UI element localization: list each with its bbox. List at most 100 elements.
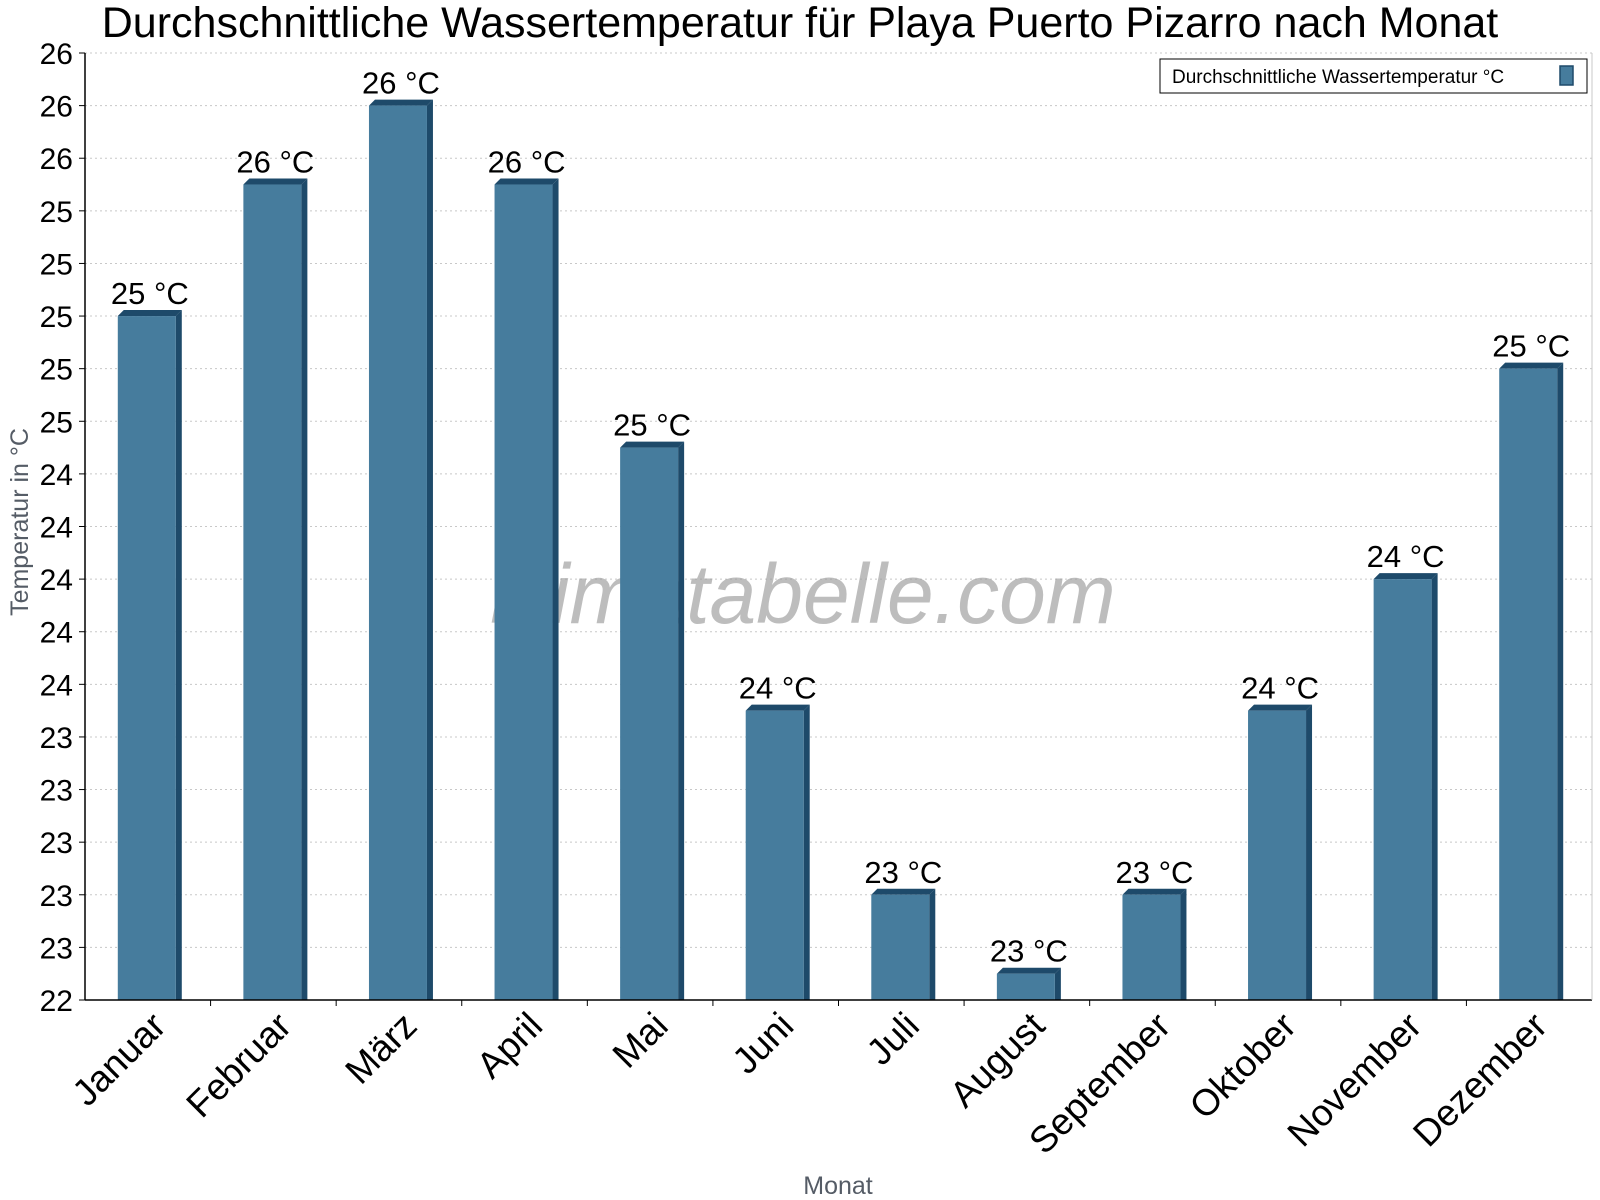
bar-top	[996, 967, 1061, 974]
bar-front	[368, 105, 427, 1001]
y-tick-label: 23	[40, 775, 73, 808]
bar-top	[1373, 573, 1438, 580]
bar-side	[1306, 704, 1313, 1000]
bar-front	[1122, 894, 1181, 1000]
x-tick-label: April	[469, 1005, 550, 1086]
legend-box	[1159, 58, 1588, 94]
bar-front	[871, 894, 930, 1000]
x-tick-label: August	[942, 1004, 1053, 1115]
y-tick-label: 22	[40, 985, 73, 1018]
bar-top	[871, 888, 936, 895]
y-tick-label: 25	[40, 406, 73, 439]
bar	[243, 178, 308, 1000]
watermark: klimatabelle.com	[490, 547, 1116, 641]
bar-top	[368, 99, 433, 106]
bar	[871, 888, 936, 1000]
y-tick-label: 24	[40, 512, 73, 545]
x-tick-labels: Januar Februar März April Mai Juni Juli AugustS…	[64, 1000, 1555, 1162]
y-tick-label: 23	[40, 880, 73, 913]
data-label: 24 °C	[739, 671, 817, 706]
bar-side	[301, 178, 308, 1000]
bar	[494, 178, 559, 1000]
bar-front	[243, 184, 302, 1000]
y-tick-label: 26	[40, 38, 73, 71]
data-label: 25 °C	[1492, 329, 1570, 364]
y-tick-label: 26	[40, 91, 73, 124]
y-tick-label: 24	[40, 617, 73, 650]
x-tick-label: Januar	[64, 1005, 173, 1114]
data-label: 23 °C	[1116, 855, 1194, 890]
bar-side	[175, 310, 182, 1000]
bar-top	[243, 178, 308, 185]
bar-side	[678, 441, 685, 1000]
bar-top	[1248, 704, 1313, 711]
y-tick-label: 25	[40, 196, 73, 229]
grid-lines	[85, 52, 1592, 948]
bar-top	[745, 704, 810, 711]
y-tick-label: 24	[40, 459, 73, 492]
y-axis-label: Temperatur in °C	[6, 428, 34, 616]
data-label: 25 °C	[111, 276, 189, 311]
bar-front	[117, 316, 176, 1000]
bar-side	[552, 178, 559, 1000]
y-tick-label: 24	[40, 669, 73, 702]
bar	[1248, 704, 1313, 1000]
bar-side	[1054, 967, 1061, 1000]
bar-side	[426, 99, 433, 1001]
bar-top	[1122, 888, 1187, 895]
bar-top	[117, 310, 182, 317]
x-axis-label: Monat	[803, 1172, 873, 1200]
bar-front	[494, 184, 553, 1000]
y-tick-label: 24	[40, 564, 73, 597]
data-label: 23 °C	[990, 934, 1068, 969]
data-label: 23 °C	[864, 855, 942, 890]
bar	[117, 310, 182, 1000]
chart-title: Durchschnittliche Wassertemperatur für P…	[102, 0, 1499, 47]
bar	[996, 967, 1061, 1000]
bar-side	[1431, 573, 1438, 1000]
y-tick-label: 23	[40, 722, 73, 755]
legend: Durchschnittliche Wassertemperatur °C	[1159, 58, 1588, 94]
bar-top	[1499, 362, 1564, 369]
y-tick-label: 23	[40, 827, 73, 860]
bar	[1373, 573, 1438, 1000]
x-tick-label: März	[337, 1005, 424, 1092]
legend-entry-label: Durchschnittliche Wassertemperatur °C	[1172, 67, 1504, 88]
bar-front	[745, 710, 804, 1000]
bar	[1122, 888, 1187, 1000]
x-tick-label: Juni	[724, 1005, 801, 1082]
x-tick-label: Oktober	[1182, 1005, 1304, 1127]
data-label: 24 °C	[1241, 671, 1319, 706]
bar-side	[929, 888, 936, 1000]
data-label: 26 °C	[236, 145, 314, 180]
data-label: 25 °C	[613, 408, 691, 443]
y-tick-label: 25	[40, 301, 73, 334]
x-tick-label: Juli	[859, 1005, 927, 1073]
x-tick-label: November	[1280, 1005, 1430, 1155]
y-tick-label: 23	[40, 932, 73, 965]
data-label: 24 °C	[1367, 539, 1445, 574]
bar	[1499, 362, 1564, 1001]
bar-top	[620, 441, 685, 448]
bar	[745, 704, 810, 1000]
bar-top	[494, 178, 559, 185]
data-label: 26 °C	[488, 145, 566, 180]
y-tick-label: 26	[40, 143, 73, 176]
data-label: 26 °C	[362, 66, 440, 101]
bar-front	[996, 973, 1055, 1000]
x-tick-label: Februar	[178, 1005, 299, 1126]
data-labels: 25 °C 26 °C 26 °C 26 °C 25 °C 24 °C 23 °C 23 °C…	[111, 66, 1570, 969]
x-tick-label: Dezember	[1405, 1005, 1555, 1155]
y-tick-label: 25	[40, 354, 73, 387]
bar-front	[1373, 579, 1432, 1000]
bar-series	[117, 99, 1564, 1001]
x-tick-label: Mai	[605, 1005, 676, 1076]
bar-side	[1180, 888, 1187, 1000]
legend-swatch	[1559, 65, 1574, 86]
bar-front	[1248, 710, 1307, 1000]
y-tick-label: 25	[40, 248, 73, 281]
bar-side	[1557, 362, 1564, 1001]
y-tick-labels: 22 23 23 23 23 23 24 24 24 24 24 25 25 25 25 25 26 26 26	[40, 38, 85, 1018]
bar	[368, 99, 433, 1001]
